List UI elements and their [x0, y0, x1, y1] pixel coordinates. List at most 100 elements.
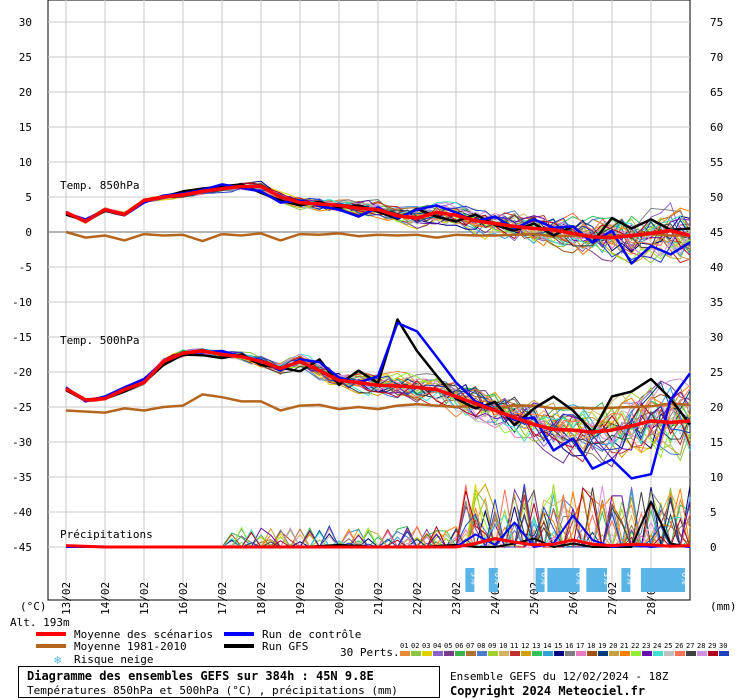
legend-control-swatch — [224, 632, 254, 636]
pert-number: 20 — [609, 642, 617, 650]
pert-number: 11 — [510, 642, 518, 650]
pert-swatch — [664, 651, 674, 656]
mean-500-line — [65, 349, 691, 434]
panel-label-precip: Précipitations — [60, 528, 153, 541]
date-label: 17/02 — [216, 582, 229, 615]
right-tick-label: 75 — [710, 16, 723, 29]
snow-risk-pct: 6% — [540, 572, 549, 585]
legend-mean-label: Moyenne des scénarios — [74, 628, 213, 641]
snowflake-icon: ❄ — [599, 581, 606, 594]
pert-number: 30 — [719, 642, 727, 650]
snowflake-icon: ❄ — [642, 581, 649, 594]
pert-number: 18 — [587, 642, 595, 650]
snow-risk-bar — [564, 568, 574, 592]
snow-risk-bar — [621, 568, 631, 592]
right-tick-label: 5 — [710, 506, 717, 519]
legend-perts-label: 30 Perts. — [340, 646, 400, 659]
legend-gfs-swatch — [224, 644, 254, 648]
pert-swatch — [576, 651, 586, 656]
legend-climate-label: Moyenne 1981-2010 — [74, 640, 187, 653]
snowflake-icon: ❄ — [560, 581, 567, 594]
right-tick-label: 0 — [710, 541, 717, 554]
snow-risk-bar — [640, 568, 650, 592]
pert-number: 16 — [565, 642, 573, 650]
right-tick-label: 40 — [710, 261, 723, 274]
pert-number: 06 — [455, 642, 463, 650]
altitude-label: Alt. 193m — [10, 616, 70, 629]
left-tick-label: -10 — [12, 296, 32, 309]
pert-number: 07 — [466, 642, 474, 650]
right-tick-label: 65 — [710, 86, 723, 99]
pert-swatch — [554, 651, 564, 656]
snowflake-icon: ❄ — [671, 581, 678, 594]
snow-risk-bar — [547, 568, 557, 592]
left-tick-label: -20 — [12, 366, 32, 379]
pert-swatch — [686, 651, 696, 656]
pert-number: 28 — [697, 642, 705, 650]
snow-risk-bar — [535, 568, 545, 592]
run-info: Ensemble GEFS du 12/02/2024 - 18Z — [450, 670, 669, 683]
snow-risk-bar — [646, 568, 656, 592]
left-tick-label: -5 — [19, 261, 32, 274]
footer-title-box: Diagramme des ensembles GEFS sur 384h : … — [18, 666, 440, 698]
snow-risk-bar — [664, 568, 674, 592]
date-label: 27/02 — [606, 582, 619, 615]
pert-swatch — [653, 651, 663, 656]
pert-swatch — [499, 651, 509, 656]
mean-850-line — [65, 184, 691, 240]
date-label: 19/02 — [294, 582, 307, 615]
pert-swatch — [477, 651, 487, 656]
pert-number: 24 — [653, 642, 661, 650]
pert-number: 29 — [708, 642, 716, 650]
snow-risk-bar — [570, 568, 580, 592]
pert-number: 27 — [686, 642, 694, 650]
snowflake-icon: ❄ — [54, 653, 61, 667]
left-tick-label: 0 — [25, 226, 32, 239]
snow-risk-row: 3%❄6%❄6%❄6%❄10%❄6%❄6%❄6%❄6%❄6%❄3%❄3%❄6%❄… — [465, 568, 689, 594]
plot-frame — [47, 0, 691, 601]
pert-number: 21 — [620, 642, 628, 650]
grid — [47, 0, 691, 601]
snow-risk-pct: 6% — [680, 572, 689, 585]
snowflake-icon: ❄ — [466, 581, 473, 594]
snow-risk-bar — [652, 568, 662, 592]
footer-title: Diagramme des ensembles GEFS sur 384h : … — [27, 669, 374, 683]
snow-risk-bar — [553, 568, 563, 592]
snow-risk-bar — [676, 568, 685, 592]
pert-number: 04 — [433, 642, 441, 650]
snowflake-icon: ❄ — [554, 581, 561, 594]
left-tick-label: 30 — [19, 16, 32, 29]
gfs-500-line — [65, 318, 691, 434]
snow-risk-bar — [559, 568, 568, 592]
snowflake-icon: ❄ — [659, 581, 666, 594]
pert-number: 15 — [554, 642, 562, 650]
pert-number: 09 — [488, 642, 496, 650]
left-tick-label: -35 — [12, 471, 32, 484]
right-tick-label: 30 — [710, 331, 723, 344]
snowflake-icon: ❄ — [622, 581, 629, 594]
right-tick-label: 50 — [710, 191, 723, 204]
pert-swatch — [565, 651, 575, 656]
date-label: 18/02 — [255, 582, 268, 615]
date-label: 22/02 — [411, 582, 424, 615]
snowflake-icon: ❄ — [647, 581, 654, 594]
snow-risk-pct: 3% — [469, 572, 478, 585]
left-axis-unit: (°C) — [20, 600, 47, 613]
date-label: 13/02 — [60, 582, 73, 615]
pert-number: 26 — [675, 642, 683, 650]
pert-number: 14 — [543, 642, 551, 650]
panel-label-850: Temp. 850hPa — [60, 179, 139, 192]
pert-number: 19 — [598, 642, 606, 650]
snow-risk-pct: 3% — [602, 572, 611, 585]
left-tick-label: -30 — [12, 436, 32, 449]
snow-risk-bar — [488, 568, 498, 592]
pert-swatch — [697, 651, 707, 656]
footer-subtitle: Températures 850hPa et 500hPa (°C) , pré… — [27, 684, 398, 697]
pert-number: 12 — [521, 642, 529, 650]
left-tick-label: -15 — [12, 331, 32, 344]
right-tick-label: 60 — [710, 121, 723, 134]
pert-swatch — [411, 651, 421, 656]
right-tick-label: 15 — [710, 436, 723, 449]
left-tick-label: 5 — [25, 191, 32, 204]
